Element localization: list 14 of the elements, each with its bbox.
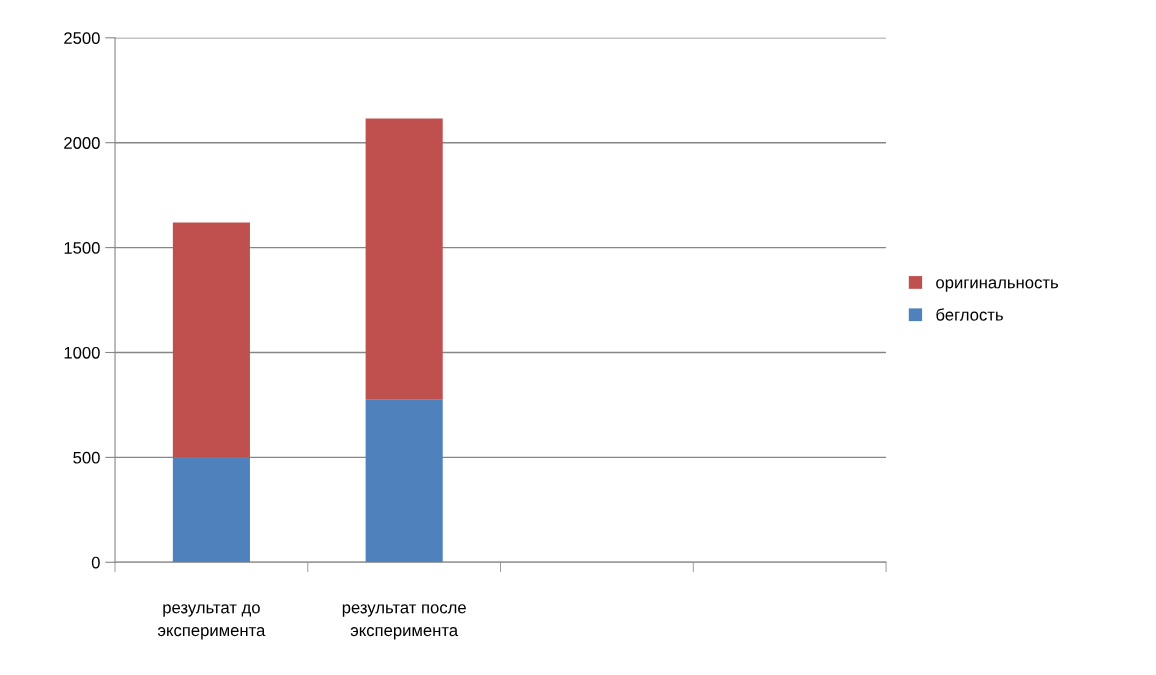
x-tick-label: результат после эксперимента — [342, 604, 466, 640]
y-tick-label: 2000 — [64, 137, 100, 149]
bar — [365, 118, 443, 400]
y-tick-label: 0 — [91, 556, 100, 569]
y-tick-label: 2500 — [64, 32, 100, 44]
bar — [172, 457, 250, 563]
legend-label: беглость — [936, 308, 1003, 321]
legend-label: оригинальность — [936, 279, 1059, 292]
bar — [172, 222, 250, 458]
x-tick-label: результат до эксперимента — [157, 604, 266, 640]
y-tick-label: 500 — [73, 451, 100, 464]
bar — [365, 399, 443, 563]
y-tick-label: 1000 — [64, 346, 100, 359]
y-tick-label: 1500 — [64, 241, 100, 254]
